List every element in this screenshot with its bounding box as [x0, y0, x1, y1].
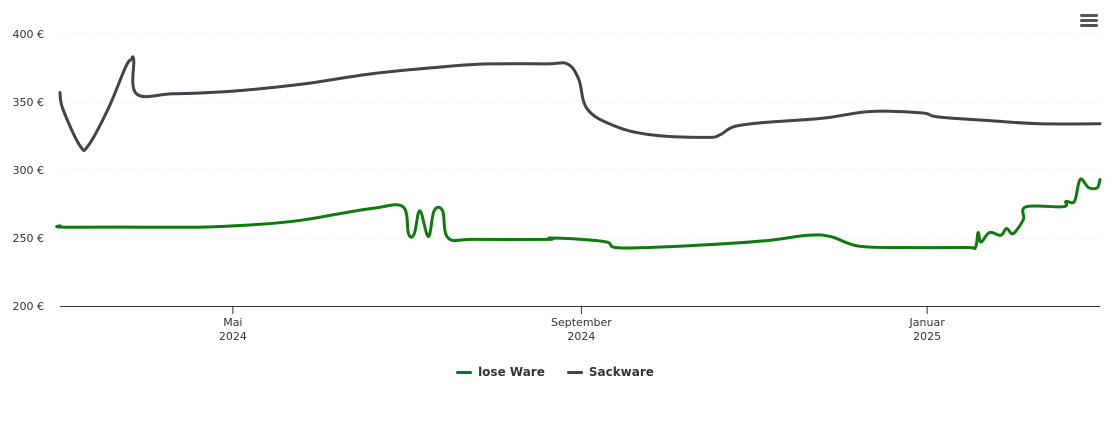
- x-tick-label-year: 2024: [567, 330, 595, 343]
- legend-label-lose-ware: lose Ware: [478, 365, 545, 379]
- chart-legend: lose Ware Sackware: [0, 365, 1110, 379]
- y-tick-label: 200 €: [13, 300, 45, 313]
- chart-grid: [60, 33, 1100, 239]
- x-tick-label-year: 2025: [913, 330, 941, 343]
- series-line-lose-ware: [55, 177, 1102, 251]
- x-tick-label-month: Mai: [223, 316, 242, 329]
- chart-series: [55, 55, 1102, 251]
- y-axis: 200 € 250 € 300 € 350 € 400 €: [13, 28, 45, 313]
- legend-swatch-sackware: [566, 370, 583, 374]
- menu-bar: [1080, 24, 1098, 27]
- legend-label-sackware: Sackware: [588, 365, 654, 379]
- series-line-sackware: [58, 55, 1102, 152]
- y-tick-label: 350 €: [13, 96, 45, 109]
- menu-bar: [1080, 14, 1098, 17]
- y-tick-label: 400 €: [13, 28, 45, 41]
- chart-menu-icon[interactable]: [1078, 12, 1100, 32]
- x-tick-label-month: Januar: [909, 316, 946, 329]
- legend-item-lose-ware[interactable]: lose Ware: [456, 365, 545, 379]
- x-tick-label-month: September: [551, 316, 612, 329]
- legend-swatch-lose-ware: [456, 370, 473, 374]
- y-tick-label: 250 €: [13, 232, 45, 245]
- menu-bar: [1080, 19, 1098, 22]
- legend-item-sackware[interactable]: Sackware: [566, 365, 654, 379]
- y-tick-label: 300 €: [13, 164, 45, 177]
- x-tick-label-year: 2024: [219, 330, 247, 343]
